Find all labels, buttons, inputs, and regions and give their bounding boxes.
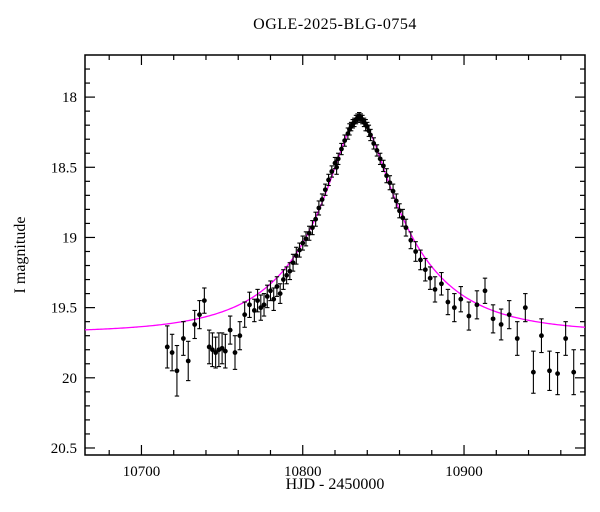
data-point xyxy=(206,344,212,350)
data-point xyxy=(563,336,569,341)
data-point xyxy=(413,249,419,254)
model-curve xyxy=(84,117,586,331)
data-point xyxy=(197,312,202,318)
data-point xyxy=(418,257,423,263)
data-point xyxy=(451,305,457,311)
data-point xyxy=(490,316,496,322)
data-point xyxy=(482,288,488,294)
data-point xyxy=(514,336,520,341)
data-point xyxy=(271,296,277,302)
data-point xyxy=(213,350,219,355)
x-tick-label: 10700 xyxy=(123,464,161,480)
data-point xyxy=(547,368,552,374)
data-point xyxy=(316,205,322,211)
data-point xyxy=(185,358,191,364)
y-tick-label: 20.5 xyxy=(51,441,77,457)
data-point xyxy=(222,348,228,354)
data-point xyxy=(422,267,428,273)
data-point xyxy=(498,322,504,327)
data-point xyxy=(261,302,267,308)
data-point xyxy=(319,197,325,202)
data-point xyxy=(264,294,270,299)
data-point xyxy=(458,296,464,302)
data-point xyxy=(174,368,180,374)
x-tick-label: 10900 xyxy=(445,464,483,480)
data-point xyxy=(384,173,390,179)
data-point xyxy=(390,188,396,194)
data-point xyxy=(474,302,480,308)
data-point xyxy=(164,344,170,350)
data-point xyxy=(219,345,225,351)
data-point xyxy=(300,240,306,246)
data-point xyxy=(242,312,248,318)
y-tick-label: 18 xyxy=(62,90,77,106)
data-point xyxy=(466,313,472,319)
data-point xyxy=(180,336,186,341)
data-point xyxy=(427,275,433,281)
data-point xyxy=(530,369,536,375)
data-point xyxy=(237,333,243,339)
y-tick-label: 19 xyxy=(62,230,77,246)
data-point xyxy=(393,198,399,204)
data-point xyxy=(403,225,409,231)
data-point xyxy=(408,237,414,243)
data-point xyxy=(335,156,341,162)
data-point xyxy=(432,286,438,292)
data-point xyxy=(255,298,260,304)
data-point xyxy=(322,187,328,193)
y-tick-label: 19.5 xyxy=(51,301,77,317)
data-point xyxy=(380,163,386,169)
data-point xyxy=(280,277,286,282)
data-point xyxy=(555,371,560,376)
data-point xyxy=(232,350,238,355)
data-point xyxy=(334,164,340,170)
y-tick-label: 18.5 xyxy=(51,160,77,176)
data-point xyxy=(339,146,344,152)
data-point xyxy=(374,148,380,153)
data-point xyxy=(277,291,283,296)
y-tick-label: 20 xyxy=(62,371,77,387)
data-point xyxy=(201,298,207,304)
data-point xyxy=(192,322,198,327)
data-point xyxy=(274,284,280,289)
data-point xyxy=(326,177,331,183)
data-point xyxy=(247,302,252,308)
data-point xyxy=(368,132,373,138)
data-point xyxy=(227,327,233,333)
data-point xyxy=(571,369,577,375)
data-point xyxy=(287,268,293,274)
data-point xyxy=(539,333,544,339)
data-point xyxy=(268,288,273,294)
data-point xyxy=(329,169,335,174)
data-point xyxy=(169,350,175,355)
data-point xyxy=(284,272,290,278)
data-point xyxy=(445,299,451,305)
data-point xyxy=(439,281,444,287)
plot-frame xyxy=(84,54,586,456)
x-axis-label: HJD - 2450000 xyxy=(285,476,385,493)
data-point xyxy=(258,305,264,311)
data-point xyxy=(313,216,319,222)
chart-title: OGLE-2025-BLG-0754 xyxy=(253,16,417,33)
data-point xyxy=(297,247,302,253)
data-point xyxy=(210,347,215,353)
x-tick-label: 10800 xyxy=(284,464,322,480)
data-point xyxy=(522,305,528,311)
data-point xyxy=(506,312,512,318)
